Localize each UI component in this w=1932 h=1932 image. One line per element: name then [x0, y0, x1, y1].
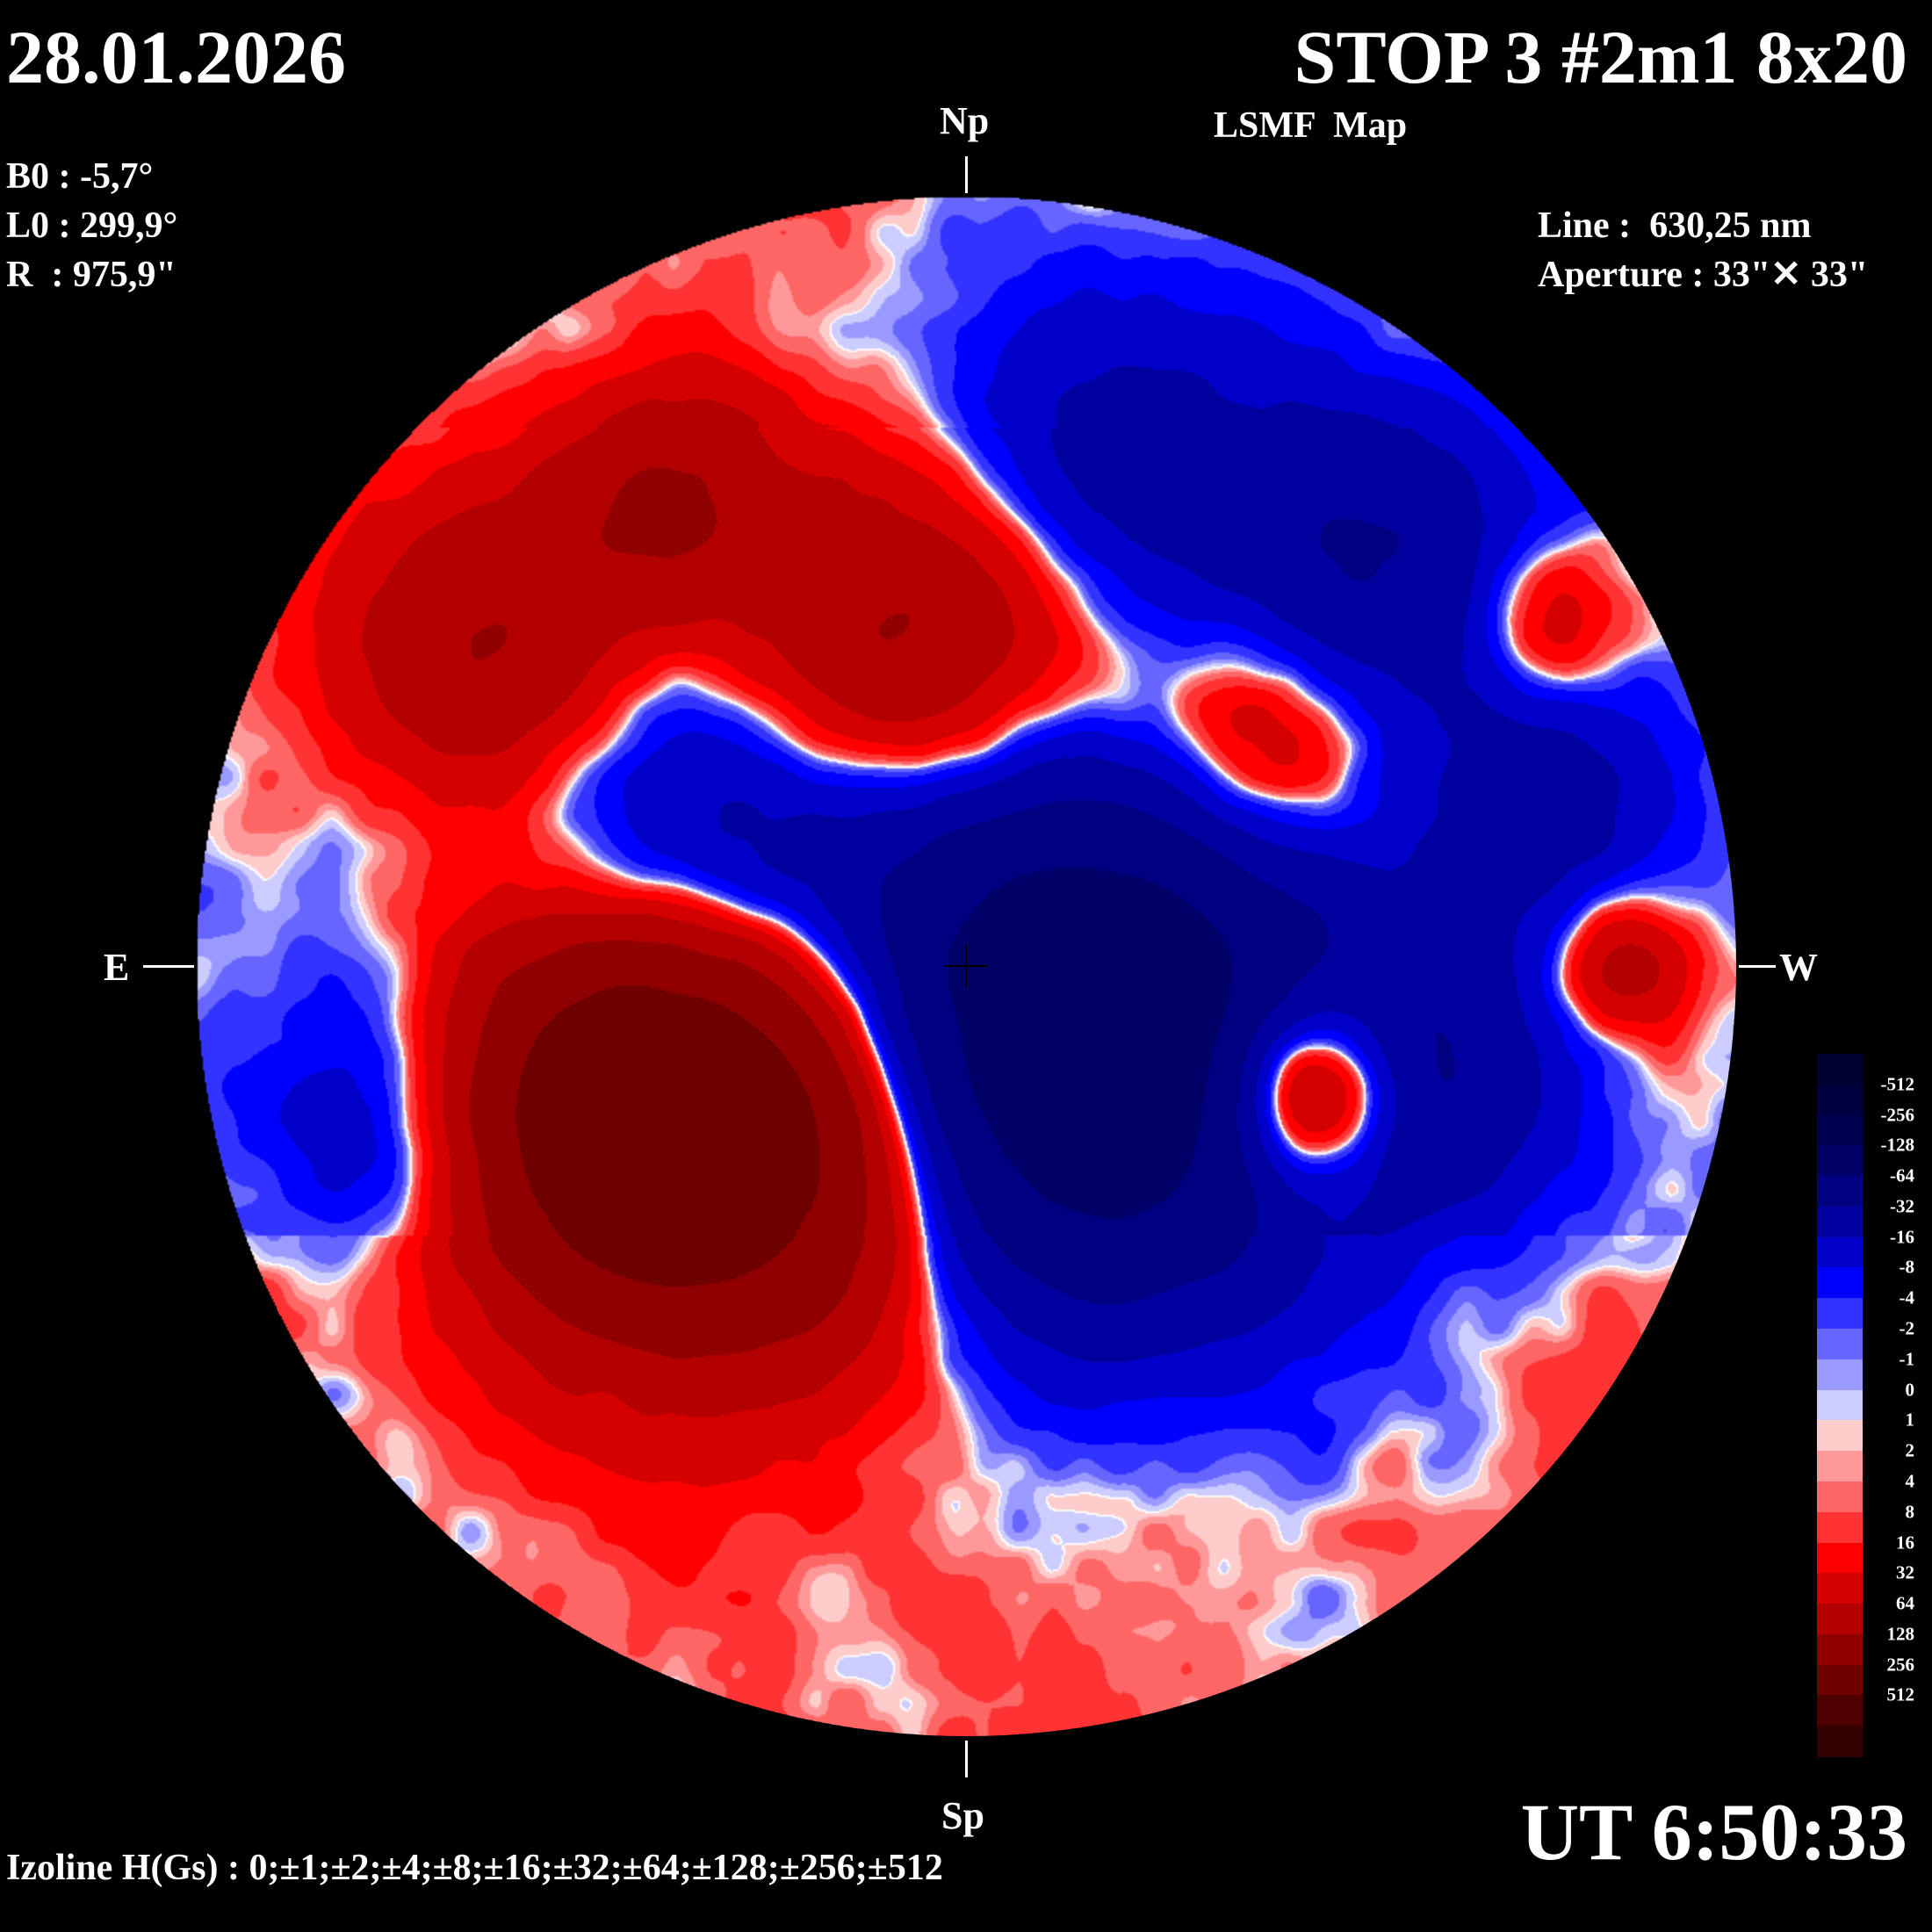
south-tick [965, 1741, 968, 1777]
radius-param: R : 975,9" [6, 255, 177, 295]
colorbar-label: -8 [1899, 1256, 1915, 1278]
colorbar-label: -256 [1880, 1104, 1915, 1126]
colorbar-label: -16 [1890, 1226, 1914, 1248]
colorbar-swatch [1817, 1633, 1863, 1666]
colorbar-label: 0 [1905, 1379, 1915, 1401]
north-tick [965, 156, 968, 193]
colorbar-label: -2 [1899, 1317, 1915, 1339]
colorbar-swatch [1817, 1573, 1863, 1605]
b0-param: B0 : -5,7° [6, 156, 154, 197]
colorbar-swatch [1817, 1604, 1863, 1635]
colorbar-label: 16 [1896, 1532, 1914, 1554]
ut-time: UT 6:50:33 [1520, 1787, 1907, 1877]
colorbar-swatch [1817, 1145, 1863, 1178]
colorbar-label: -64 [1890, 1164, 1914, 1186]
west-label: W [1779, 946, 1818, 989]
colorbar-swatch [1817, 1389, 1863, 1422]
colorbar-swatch [1817, 1298, 1863, 1330]
l0-param: L0 : 299,9° [6, 205, 178, 246]
colorbar-swatch [1817, 1511, 1863, 1544]
colorbar-label: 8 [1905, 1501, 1915, 1523]
east-tick [143, 965, 194, 968]
date-label: 28.01.2026 [6, 15, 346, 99]
colorbar-swatch [1817, 1267, 1863, 1300]
colorbar-swatch [1817, 1664, 1863, 1697]
colorbar-swatch [1817, 1084, 1863, 1116]
colorbar-swatch [1817, 1236, 1863, 1269]
colorbar-swatch [1817, 1054, 1863, 1085]
spectral-line: Line : 630,25 nm [1538, 205, 1812, 246]
colorbar-swatch [1817, 1451, 1863, 1482]
colorbar-swatch [1817, 1329, 1863, 1360]
isoline-levels: Izoline H(Gs) : 0;±1;±2;±4;±8;±16;±32;±6… [6, 1848, 943, 1888]
colorbar-swatch [1817, 1114, 1863, 1147]
colorbar-swatch [1817, 1542, 1863, 1575]
south-label: Sp [941, 1794, 984, 1837]
colorbar-swatch [1817, 1420, 1863, 1453]
west-tick [1739, 965, 1776, 968]
colorbar-label: 1 [1905, 1409, 1915, 1431]
colorbar-swatch [1817, 1481, 1863, 1513]
colorbar-swatch [1817, 1695, 1863, 1727]
colorbar-label: 32 [1896, 1561, 1914, 1583]
colorbar-label: 256 [1886, 1654, 1915, 1676]
colorbar-swatch [1817, 1176, 1863, 1208]
colorbar-label: 512 [1886, 1683, 1915, 1705]
colorbar-label: 2 [1905, 1439, 1915, 1461]
aperture: Aperture : 33"✕ 33" [1538, 255, 1869, 295]
east-label: E [104, 946, 130, 989]
colorbar-swatch [1817, 1726, 1863, 1757]
colorbar-label: 64 [1896, 1592, 1914, 1614]
center-crosshair-v [965, 944, 967, 988]
colorbar-label: -32 [1890, 1195, 1914, 1217]
colorbar-label: -128 [1880, 1134, 1915, 1156]
map-title: STOP 3 #2m1 8x20 [1294, 15, 1907, 99]
map-subtitle: LSMF Map [1214, 105, 1408, 146]
colorbar-label: 4 [1905, 1470, 1915, 1492]
north-label: Np [940, 99, 990, 142]
colorbar-label: -4 [1899, 1287, 1915, 1308]
colorbar-label: -1 [1899, 1348, 1915, 1370]
colorbar [1817, 1054, 1863, 1757]
colorbar-swatch [1817, 1206, 1863, 1238]
colorbar-label: -512 [1880, 1073, 1915, 1095]
colorbar-label: 128 [1886, 1623, 1915, 1645]
colorbar-swatch [1817, 1359, 1863, 1391]
